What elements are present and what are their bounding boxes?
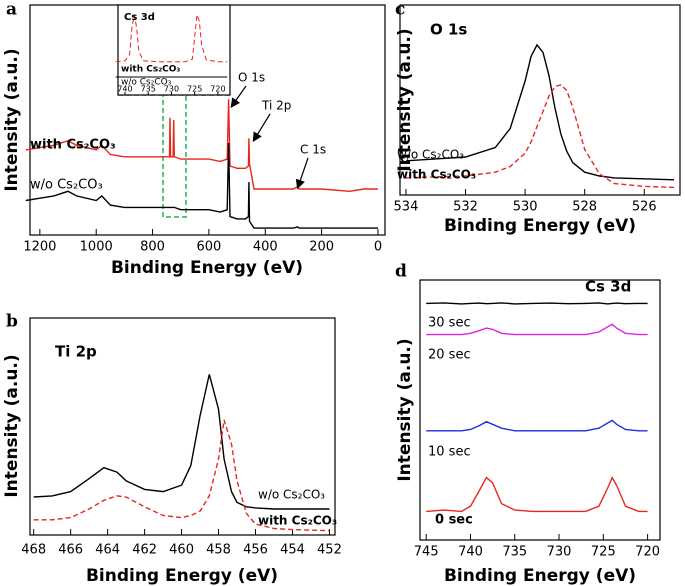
series-line <box>426 302 648 305</box>
series-line <box>25 142 378 229</box>
x-tick-label: 466 <box>58 543 83 558</box>
plot-frame <box>29 317 336 536</box>
panel-label: d <box>395 262 407 282</box>
panel-title: Cs 3d <box>124 12 155 23</box>
x-tick-label: 1000 <box>80 240 113 255</box>
series-label: 0 sec <box>435 513 473 528</box>
x-tick-label: 730 <box>164 85 179 94</box>
panel-title: O 1s <box>430 21 467 39</box>
annotation-arrow <box>230 85 247 108</box>
series-group <box>25 99 378 229</box>
x-tick-label: 735 <box>502 545 527 560</box>
y-axis-label: Intensity (a.u.) <box>2 48 22 191</box>
peak-annotation: O 1s <box>238 71 265 85</box>
x-tick-label: 740 <box>458 545 483 560</box>
x-tick-label: 740 <box>117 85 132 94</box>
x-axis-label: Binding Energy (eV) <box>444 566 636 586</box>
series-group <box>33 374 330 532</box>
series-label: w/o Cs₂CO₃ <box>121 78 172 88</box>
x-tick-label: 456 <box>243 543 268 558</box>
x-tick-label: 452 <box>317 543 342 558</box>
series-label: w/o Cs₂CO₃ <box>258 488 325 502</box>
x-tick-label: 725 <box>591 545 616 560</box>
series-line <box>426 419 648 432</box>
y-axis-label: Intensity (a.u.) <box>395 338 415 481</box>
x-tick-label: 400 <box>253 240 278 255</box>
peak-annotation: C 1s <box>300 143 326 157</box>
x-tick-label: 454 <box>280 543 305 558</box>
peak-annotation: Ti 2p <box>261 99 291 113</box>
y-axis-label: Intensity (a.u.) <box>395 28 415 171</box>
x-tick-label: 532 <box>453 200 478 215</box>
x-tick-label: 720 <box>210 85 225 94</box>
series-label: 30 sec <box>428 316 471 331</box>
x-tick-label: 720 <box>635 545 660 560</box>
x-tick-label: 725 <box>187 85 202 94</box>
x-tick-label: 1200 <box>23 240 56 255</box>
series-line <box>25 99 378 193</box>
series-label: w/o Cs₂CO₃ <box>397 148 464 162</box>
x-tick-label: 460 <box>169 543 194 558</box>
inset-frame <box>117 4 231 96</box>
x-tick-label: 464 <box>95 543 120 558</box>
series-label: 10 sec <box>428 445 471 460</box>
series-label: with Cs₂CO₃ <box>121 65 180 75</box>
x-tick-label: 468 <box>21 543 46 558</box>
y-axis-label: Intensity (a.u.) <box>2 354 22 497</box>
series-group <box>426 302 648 513</box>
series-line <box>405 84 675 189</box>
series-line <box>33 419 330 532</box>
series-line <box>33 374 330 510</box>
series-label: 20 sec <box>428 348 471 363</box>
x-tick-label: 600 <box>196 240 221 255</box>
panel-title: Ti 2p <box>55 343 97 361</box>
x-tick-label: 0 <box>374 240 382 255</box>
series-group <box>115 14 228 78</box>
plot-frame <box>419 279 661 541</box>
panel-label: b <box>6 312 18 332</box>
panel-title: Cs 3d <box>585 278 631 296</box>
x-tick-label: 730 <box>547 545 572 560</box>
series-line <box>426 476 648 513</box>
series-label: with Cs₂CO₃ <box>30 138 116 153</box>
series-group <box>405 43 675 189</box>
x-tick-label: 528 <box>572 200 597 215</box>
x-axis-label: Binding Energy (eV) <box>86 566 278 586</box>
series-label: with Cs₂CO₃ <box>397 168 476 182</box>
series-line <box>115 14 228 63</box>
plot-frame <box>399 4 681 196</box>
x-tick-label: 200 <box>309 240 334 255</box>
x-axis-label: Binding Energy (eV) <box>444 216 636 236</box>
annotation-arrow <box>252 113 271 143</box>
series-label: w/o Cs₂CO₃ <box>30 178 103 193</box>
x-tick-label: 462 <box>132 543 157 558</box>
series-label: with Cs₂CO₃ <box>258 514 337 528</box>
annotation-arrow <box>295 157 309 190</box>
panel-label: c <box>395 0 405 20</box>
x-tick-label: 458 <box>206 543 231 558</box>
x-axis-label: Binding Energy (eV) <box>111 258 303 278</box>
x-tick-label: 526 <box>632 200 657 215</box>
x-tick-label: 745 <box>414 545 439 560</box>
x-tick-label: 534 <box>394 200 419 215</box>
x-tick-label: 530 <box>513 200 538 215</box>
x-tick-label: 735 <box>141 85 156 94</box>
series-line <box>405 43 675 181</box>
series-line <box>426 323 648 336</box>
panel-label: a <box>6 0 17 20</box>
x-tick-label: 800 <box>140 240 165 255</box>
